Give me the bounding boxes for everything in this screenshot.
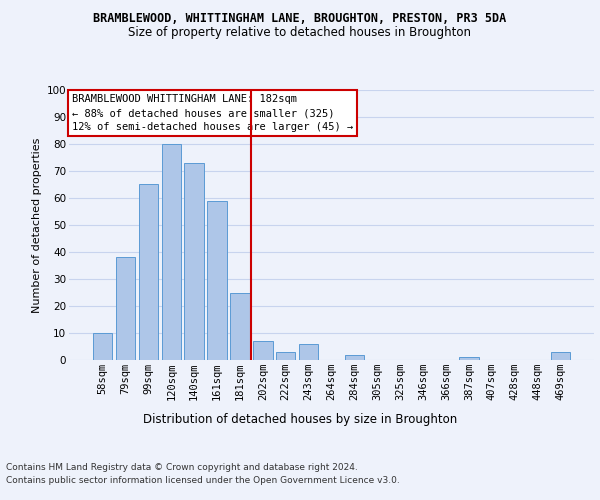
Bar [551, 352, 570, 360]
Bar [184, 163, 204, 360]
Bar [161, 144, 181, 360]
Text: Size of property relative to detached houses in Broughton: Size of property relative to detached ho… [128, 26, 472, 39]
Y-axis label: Number of detached properties: Number of detached properties [32, 138, 43, 312]
Bar [230, 292, 250, 360]
Bar [208, 200, 227, 360]
Text: Contains HM Land Registry data © Crown copyright and database right 2024.: Contains HM Land Registry data © Crown c… [6, 462, 358, 471]
Text: BRAMBLEWOOD WHITTINGHAM LANE: 182sqm
← 88% of detached houses are smaller (325)
: BRAMBLEWOOD WHITTINGHAM LANE: 182sqm ← 8… [71, 94, 353, 132]
Bar [276, 352, 295, 360]
Text: Contains public sector information licensed under the Open Government Licence v3: Contains public sector information licen… [6, 476, 400, 485]
Bar [253, 341, 272, 360]
Bar [93, 333, 112, 360]
Bar [116, 258, 135, 360]
Bar [139, 184, 158, 360]
Bar [344, 354, 364, 360]
Text: BRAMBLEWOOD, WHITTINGHAM LANE, BROUGHTON, PRESTON, PR3 5DA: BRAMBLEWOOD, WHITTINGHAM LANE, BROUGHTON… [94, 12, 506, 26]
Text: Distribution of detached houses by size in Broughton: Distribution of detached houses by size … [143, 412, 457, 426]
Bar [459, 358, 479, 360]
Bar [299, 344, 319, 360]
